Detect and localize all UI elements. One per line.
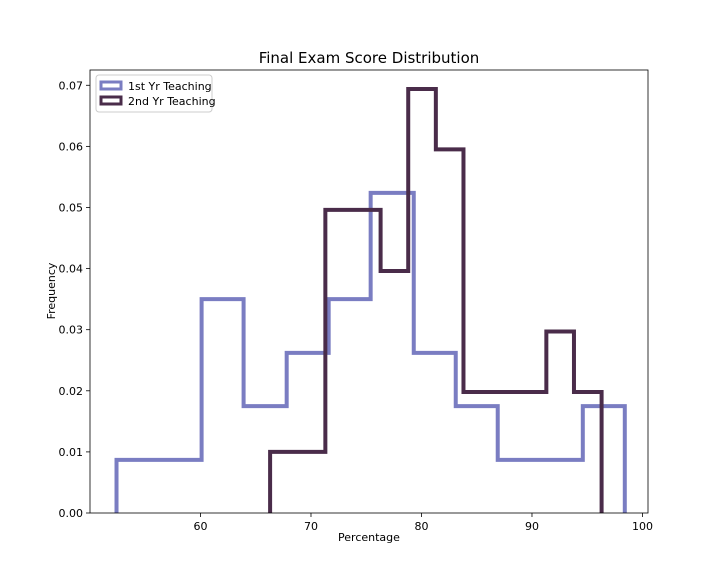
y-axis-label: Frequency (45, 262, 58, 319)
x-axis-label: Percentage (338, 531, 400, 544)
y-tick-label: 0.01 (59, 446, 84, 459)
legend-swatch-2 (99, 95, 123, 106)
y-tick-label: 0.06 (59, 140, 84, 153)
x-tick-label: 60 (193, 520, 207, 533)
y-tick-label: 0.05 (59, 201, 84, 214)
y-tick-label: 0.07 (59, 79, 84, 92)
y-tick-label: 0.00 (59, 507, 84, 520)
y-tick-label: 0.02 (59, 385, 84, 398)
y-tick-label: 0.04 (59, 263, 84, 276)
x-tick-label: 80 (414, 520, 428, 533)
series-2-step (268, 86, 604, 513)
plot-frame (89, 69, 649, 514)
series-1-step (114, 190, 627, 513)
x-axis: 60 70 80 90 100 (193, 513, 653, 533)
y-axis: 0.00 0.01 0.02 0.03 0.04 0.05 0.06 0.07 (59, 79, 90, 520)
legend: 1st Yr Teaching 2nd Yr Teaching (95, 74, 216, 113)
legend-label-1: 1st Yr Teaching (128, 80, 212, 93)
legend-box (95, 74, 213, 113)
y-tick-label: 0.03 (59, 324, 84, 337)
legend-swatch-1 (99, 80, 123, 91)
x-tick-label: 100 (632, 520, 653, 533)
x-tick-label: 90 (525, 520, 539, 533)
x-tick-label: 70 (304, 520, 318, 533)
legend-label-2: 2nd Yr Teaching (128, 95, 216, 108)
plot-series (114, 86, 627, 513)
chart-title: Final Exam Score Distribution (259, 49, 480, 67)
